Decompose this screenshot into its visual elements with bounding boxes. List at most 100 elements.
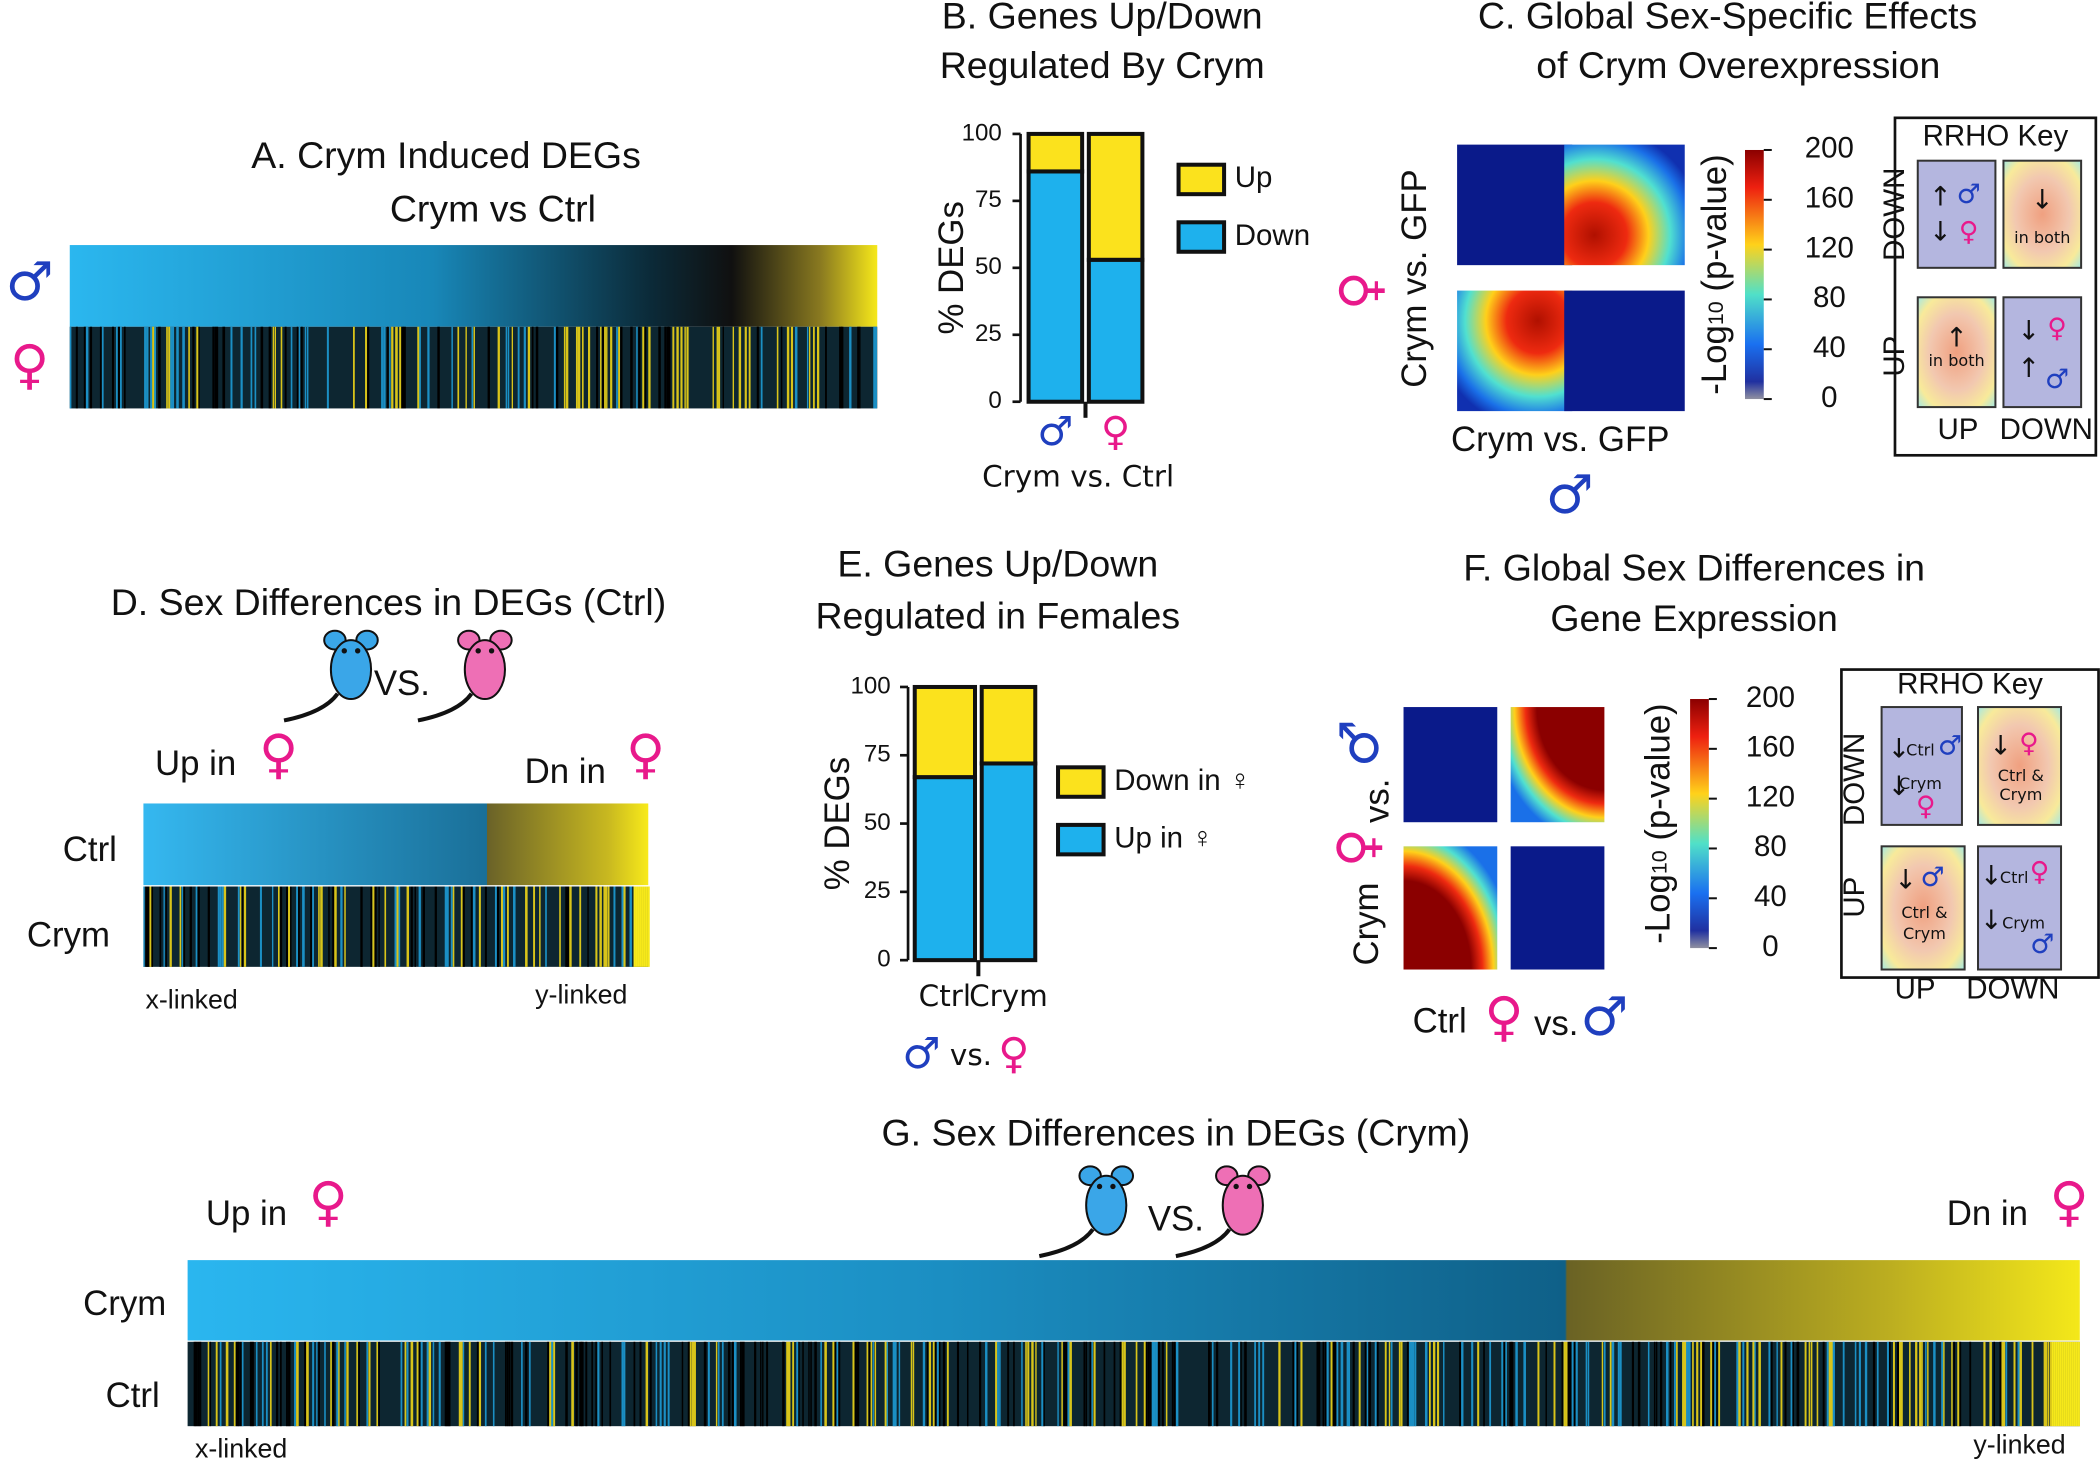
heatmap-stripe <box>1123 1341 1126 1427</box>
heatmap-stripe <box>1332 1341 1336 1427</box>
key-row-label: UP <box>1838 877 1871 918</box>
heatmap-stripe <box>616 326 618 409</box>
heatmap-stripe <box>620 326 623 409</box>
rrho-quadrant <box>1403 707 1498 823</box>
key-text: ♂ <box>1938 731 1962 762</box>
heatmap-stripe <box>406 1341 409 1427</box>
mouse-eye <box>1246 1183 1253 1190</box>
direction-label: Up in <box>206 1194 287 1233</box>
rrho-quadrant <box>1403 846 1498 970</box>
x-axis-label: vs. <box>950 1038 992 1072</box>
heatmap-stripe <box>261 1341 264 1427</box>
heatmap-stripe <box>681 1341 684 1427</box>
heatmap-stripe <box>581 326 584 409</box>
heatmap-stripe <box>170 326 173 409</box>
chart-title: E. Genes Up/Down <box>837 542 1158 584</box>
heatmap-stripe <box>471 326 474 409</box>
heatmap-stripe <box>312 886 315 967</box>
heatmap-stripe <box>1424 1341 1428 1427</box>
heatmap-stripe <box>1886 1341 1890 1427</box>
heatmap-stripe <box>739 1341 742 1427</box>
heatmap-stripe <box>2001 1341 2004 1427</box>
heatmap-stripe <box>115 326 118 409</box>
bar-segment <box>912 684 978 780</box>
heatmap-stripe <box>579 886 582 967</box>
heatmap-stripe <box>1872 1341 1876 1427</box>
heatmap-stripe <box>1653 1341 1656 1427</box>
heatmap-stripe <box>271 886 274 967</box>
chart-title: B. Genes Up/Down <box>942 0 1263 37</box>
heatmap-stripe <box>1830 1341 1834 1427</box>
heatmap-stripe <box>1364 1341 1367 1427</box>
colorbar-fill <box>1690 699 1709 949</box>
heatmap-stripe <box>1324 1341 1327 1427</box>
heatmap-stripe <box>1238 1341 1241 1427</box>
direction-label: Dn in <box>1947 1194 2028 1233</box>
heatmap-stripe <box>119 326 122 409</box>
heatmap-stripe <box>444 1341 448 1427</box>
heatmap-stripe <box>1927 1341 1929 1427</box>
heatmap-stripe <box>269 1341 272 1427</box>
heatmap-stripe <box>428 1341 432 1427</box>
colorbar: 0 40 80 120 160 200 -Log10 (p-value) <box>1695 132 1854 414</box>
heatmap-stripe <box>239 886 242 967</box>
heatmap-stripe <box>2075 1341 2078 1427</box>
heatmap-stripe <box>1676 1341 1678 1427</box>
heatmap-stripe <box>344 1341 346 1427</box>
heatmap-stripe <box>766 1341 769 1427</box>
colorbar-label-part: -Log <box>1695 325 1734 395</box>
heatmap-stripe <box>814 1341 817 1427</box>
y-tick-label: 25 <box>975 320 1002 347</box>
heatmap-stripe <box>198 326 200 409</box>
heatmap-stripe <box>1161 1341 1164 1427</box>
heatmap-stripe <box>372 886 375 967</box>
heatmap-stripe <box>638 326 641 409</box>
heatmap-stripe <box>1398 1341 1401 1427</box>
heatmap-stripe <box>630 326 633 409</box>
heatmap-stripe <box>398 886 401 967</box>
heatmap-stripe <box>873 326 876 409</box>
heatmap-stripe <box>462 886 465 967</box>
heatmap-stripe <box>565 326 569 409</box>
heatmap-stripe <box>166 326 168 409</box>
rrho-quadrant <box>1510 846 1605 970</box>
heatmap-stripe <box>1933 1341 1936 1427</box>
heatmap-stripe <box>365 326 368 409</box>
heatmap-stripe <box>645 886 648 967</box>
legend-swatch <box>1056 765 1106 799</box>
heatmap-stripe <box>391 326 394 409</box>
heatmap-stripe <box>643 886 646 967</box>
heatmap-stripe <box>1366 1341 1369 1427</box>
heatmap-stripe <box>922 1341 926 1427</box>
heatmap-stripe <box>1804 1341 1807 1427</box>
heatmap-stripe <box>476 1341 479 1427</box>
heatmap-stripe <box>146 326 149 409</box>
heatmap-stripe <box>859 326 861 409</box>
heatmap-stripe <box>836 1341 839 1427</box>
heatmap-stripe <box>2067 1341 2070 1427</box>
heatmap-stripe <box>762 1341 764 1427</box>
heatmap-stripe <box>288 1341 291 1427</box>
heatmap-stripe <box>2065 1341 2068 1427</box>
heatmap-stripe <box>731 1341 734 1427</box>
heatmap-stripe <box>2071 1341 2074 1427</box>
heatmap-stripe <box>926 1341 929 1427</box>
heatmap-stripe <box>2051 1341 2054 1427</box>
colorbar-tick-label: 200 <box>1746 681 1795 714</box>
heatmap-stripe <box>788 1341 791 1427</box>
heatmap-stripe <box>686 326 689 409</box>
heatmap-stripes <box>193 1341 2080 1427</box>
heatmap-stripe <box>506 1341 509 1427</box>
colorbar-tick-label: 40 <box>1813 331 1846 364</box>
heatmap-stripe <box>868 1341 871 1427</box>
heatmap-stripe <box>188 326 190 409</box>
heatmap-stripe <box>1686 1341 1689 1427</box>
heatmap-stripe <box>360 886 363 967</box>
heatmap-stripe <box>786 326 790 409</box>
legend-swatch <box>1176 220 1227 254</box>
heatmap-stripe <box>2055 1341 2058 1427</box>
heatmap-stripe <box>1688 1341 1691 1427</box>
heatmap-stripe <box>1631 1341 1635 1427</box>
key-row-label: DOWN <box>1878 168 1911 261</box>
end-label: x-linked <box>146 985 238 1015</box>
